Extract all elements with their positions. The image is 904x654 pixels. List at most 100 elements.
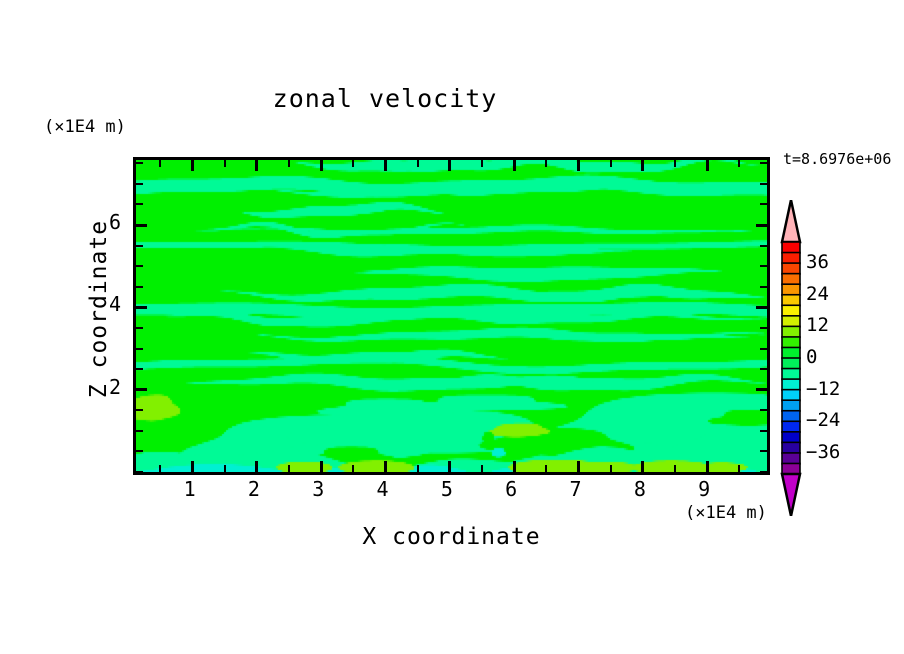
y-axis-tick (136, 471, 143, 472)
y-axis-tick-right (760, 368, 767, 371)
colorbar-tick-label: −12 (806, 377, 841, 400)
y-tick-label: 4 (108, 292, 121, 317)
x-axis-tick (255, 461, 259, 472)
x-axis-tick-top (191, 160, 195, 171)
x-tick-label: 7 (569, 477, 582, 501)
x-axis-tick-top (384, 160, 388, 171)
x-tick-label: 2 (247, 477, 260, 501)
y-axis-tick-right (760, 409, 767, 412)
y-axis-tick (136, 265, 143, 268)
y-axis-tick (136, 388, 147, 392)
x-axis-tick (448, 461, 452, 472)
y-axis-tick (136, 223, 147, 227)
x-tick-label: 1 (183, 477, 196, 501)
x-axis-unit-label: (×1E4 m) (685, 503, 767, 523)
colorbar-tick-label: −36 (806, 440, 841, 463)
y-axis-tick-right (760, 347, 767, 350)
x-tick-label: 4 (376, 477, 389, 501)
x-axis-tick-top (481, 160, 484, 167)
y-axis-tick (136, 203, 143, 206)
y-axis-tick-right (756, 223, 767, 227)
page-title: zonal velocity (272, 84, 498, 113)
x-axis-tick (191, 461, 195, 472)
x-axis-tick (705, 461, 709, 472)
x-tick-label: 3 (312, 477, 325, 501)
y-axis-tick (136, 450, 143, 453)
contour-field-canvas (136, 160, 767, 472)
x-axis-tick-top (705, 160, 709, 171)
y-axis-tick (136, 429, 143, 432)
y-axis-tick-right (760, 244, 767, 247)
x-axis-tick (384, 461, 388, 472)
y-axis-tick-right (760, 326, 767, 329)
x-tick-label: 6 (505, 477, 518, 501)
x-axis-tick-top (352, 160, 355, 167)
x-axis-tick-top (545, 160, 548, 167)
colorbar-tick-label: 12 (806, 314, 829, 337)
y-tick-label: 6 (108, 210, 121, 235)
y-axis-tick (136, 409, 143, 412)
x-axis-tick (641, 461, 645, 472)
y-axis-tick (136, 285, 143, 288)
y-axis-tick-right (756, 305, 767, 309)
y-axis-tick (136, 368, 143, 371)
x-axis-tick (352, 465, 355, 472)
x-tick-label: 9 (698, 477, 711, 501)
x-axis-tick (512, 461, 516, 472)
y-axis-tick-right (760, 265, 767, 268)
x-axis-tick (738, 465, 741, 472)
y-tick-label: 2 (108, 374, 121, 399)
y-axis-tick-right (760, 162, 767, 165)
x-axis-tick (481, 465, 484, 472)
x-axis-tick-top (577, 160, 581, 171)
y-axis-tick (136, 244, 143, 247)
y-axis-tick (136, 162, 143, 165)
x-axis-tick (545, 465, 548, 472)
colorbar-tick-label: 36 (806, 251, 829, 274)
x-axis-tick-top (255, 160, 259, 171)
x-axis-tick-top (609, 160, 612, 167)
y-axis-tick-right (760, 182, 767, 185)
x-axis-tick-top (416, 160, 419, 167)
colorbar: 36 24 12 0 −12 −24 −36 (780, 200, 840, 516)
x-tick-label: 5 (440, 477, 453, 501)
timestamp-annotation: t=8.6976e+06 (783, 150, 892, 168)
y-axis-unit-label: (×1E4 m) (44, 117, 126, 137)
y-axis-tick-right (760, 471, 767, 472)
y-axis-tick-right (760, 429, 767, 432)
x-axis-tick (577, 461, 581, 472)
x-axis-tick-top (738, 160, 741, 167)
y-axis-tick (136, 347, 143, 350)
colorbar-tick-label: 0 (806, 346, 818, 368)
x-axis-tick (416, 465, 419, 472)
x-axis-tick-top (159, 160, 162, 167)
x-axis-tick (674, 465, 677, 472)
x-axis-tick (609, 465, 612, 472)
y-axis-tick (136, 326, 143, 329)
y-axis-tick-right (760, 450, 767, 453)
colorbar-gradient (780, 200, 802, 516)
y-axis-tick-right (760, 203, 767, 206)
x-axis-tick-top (512, 160, 516, 171)
x-axis-tick (319, 461, 323, 472)
x-axis-tick-top (223, 160, 226, 167)
x-axis-tick-top (288, 160, 291, 167)
x-tick-label: 8 (633, 477, 646, 501)
y-axis-tick (136, 305, 147, 309)
x-axis-tick-top (448, 160, 452, 171)
y-axis-tick-right (756, 388, 767, 392)
x-axis-tick (288, 465, 291, 472)
plot-area (133, 157, 770, 475)
x-axis-title: X coordinate (362, 524, 541, 550)
x-axis-tick (223, 465, 226, 472)
x-axis-tick-top (319, 160, 323, 171)
y-axis-title: Z coordinate (86, 219, 112, 399)
y-axis-tick-right (760, 285, 767, 288)
x-axis-tick-top (641, 160, 645, 171)
y-axis-tick (136, 182, 143, 185)
colorbar-tick-label: 24 (806, 282, 829, 305)
x-axis-tick-top (674, 160, 677, 167)
x-axis-tick (159, 465, 162, 472)
colorbar-tick-label: −24 (806, 409, 841, 432)
